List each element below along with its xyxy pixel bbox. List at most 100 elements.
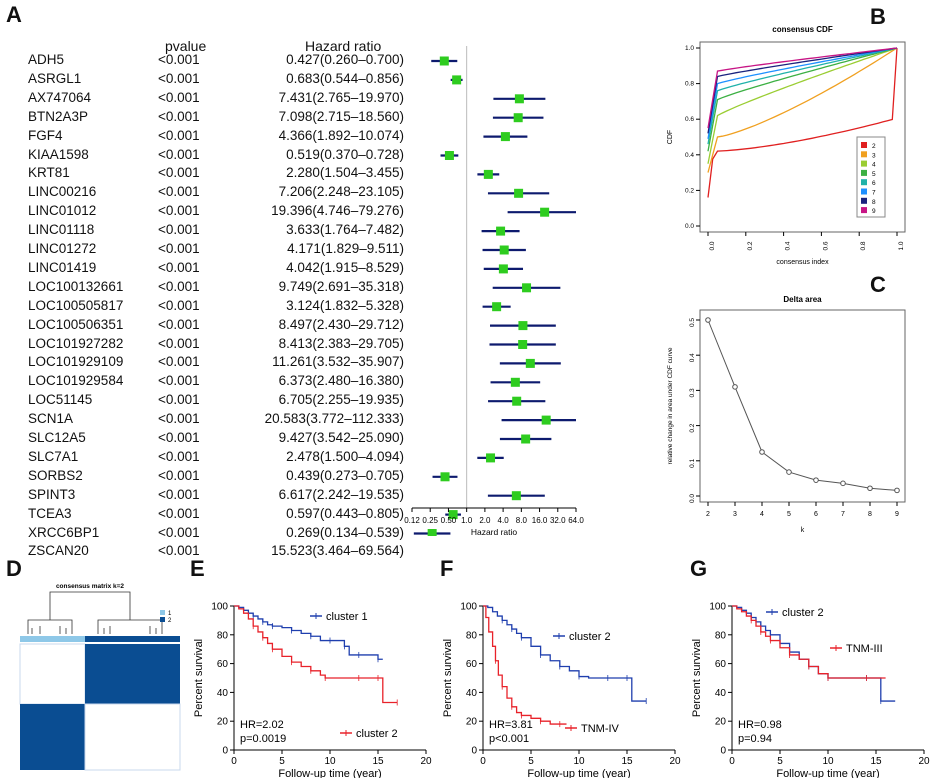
hazard-ratio-cell: 2.280(1.504–3.455): [286, 165, 404, 181]
hr-point: [522, 283, 532, 293]
x-tick-label: 15: [372, 756, 384, 767]
legend-box: [856, 136, 886, 218]
cdf-line: [707, 47, 898, 139]
y-tick-label: 0.4: [685, 152, 694, 159]
y-tick-label: 100: [460, 602, 477, 613]
x-tick-label: 0.2: [747, 241, 754, 250]
gene-label: LINC01419: [28, 259, 97, 275]
x-tick-label: 0.25: [422, 516, 438, 525]
y-tick-label: 40: [217, 688, 229, 699]
hazard-ratio-cell: 4.171(1.829–9.511): [287, 241, 404, 256]
gene-label: KIAA1598: [28, 146, 89, 162]
panel-label-c: C: [870, 272, 886, 297]
pvalue-cell: <0.001: [158, 316, 200, 332]
cdf-line: [707, 47, 898, 134]
pvalue-cell: <0.001: [158, 259, 200, 275]
gene-label: SORBS2: [28, 467, 83, 483]
x-axis-label: consensus index: [776, 259, 829, 266]
y-axis-label: Percent survival: [691, 639, 703, 717]
hr-point: [514, 94, 524, 104]
y-tick-label: 0.8: [685, 81, 694, 88]
matrix-block: [84, 703, 181, 771]
x-axis-label: Follow-up time (year): [776, 768, 879, 778]
x-axis-label: k: [801, 527, 805, 534]
legend-label: 5: [872, 171, 876, 178]
x-tick-label: 15: [870, 756, 882, 767]
pvalue-cell: <0.001: [158, 241, 200, 256]
pvalue-cell: <0.001: [158, 373, 200, 389]
legend-swatch: [861, 179, 867, 186]
legend-swatch: [861, 151, 867, 158]
delta-point: [705, 317, 711, 323]
km-plot-g: 0 5 10 15 20 0 20 40 60 80 100 Follow-up time (year…: [691, 602, 930, 778]
pvalue-cell: <0.001: [158, 70, 200, 86]
delta-title: Delta area: [783, 295, 822, 304]
pvalue-cell: <0.001: [158, 146, 200, 162]
pvalue-header: pvalue: [165, 38, 207, 54]
hr-point: [492, 302, 502, 312]
survival-curve: [234, 605, 383, 660]
x-tick-label: 8.0: [516, 516, 528, 525]
hazard-ratio-cell: 0.427(0.260–0.700): [286, 52, 404, 67]
x-tick-label: 1.0: [898, 241, 905, 250]
hr-point: [498, 264, 508, 274]
y-tick-label: 20: [466, 717, 478, 728]
legend-swatch: [160, 610, 165, 615]
x-axis-label: Follow-up time (year): [278, 768, 381, 778]
y-tick-label: 0: [222, 746, 228, 757]
hr-point: [541, 415, 551, 425]
hr-point: [427, 529, 437, 536]
matrix-block: [20, 704, 85, 770]
x-tick-label: 32.0: [550, 516, 566, 525]
delta-point: [732, 384, 738, 390]
x-tick-label: 0: [729, 756, 735, 767]
x-tick-label: 9: [895, 511, 899, 518]
y-tick-label: 0.3: [689, 388, 696, 397]
hr-point: [540, 207, 550, 217]
pvalue-cell: <0.001: [158, 486, 200, 502]
y-tick-label: 0: [720, 746, 726, 757]
hazard-ratio-cell: 2.478(1.500–4.094): [286, 448, 404, 464]
y-tick-label: 100: [211, 602, 228, 613]
legend-label: cluster 1: [326, 611, 368, 623]
x-tick-label: 1.0: [461, 516, 473, 525]
hr-point: [521, 434, 531, 444]
x-tick-label: 3: [733, 511, 737, 518]
hr-text: HR=2.02: [240, 719, 284, 731]
delta-point: [786, 469, 792, 475]
pvalue-cell: <0.001: [158, 543, 200, 559]
y-tick-label: 0.0: [685, 223, 694, 230]
hr-point: [448, 510, 458, 520]
survival-curve: [483, 605, 567, 725]
gene-label: ASRGL1: [28, 70, 82, 86]
hazard-ratio-cell: 6.373(2.480–16.380): [278, 373, 404, 389]
legend-swatch: [861, 207, 867, 214]
hazard-ratio-cell: 9.749(2.691–35.318): [278, 278, 404, 294]
consensus-matrix-heatmap: consensus matrix k=2 12: [19, 583, 181, 771]
gene-label: LINC01118: [28, 222, 95, 238]
km-plot-e: 0 5 10 15 20 0 20 40 60 80 100 Follow-up time (year…: [193, 602, 432, 778]
x-axis-label: Hazard ratio: [471, 527, 518, 536]
x-tick-label: 0.8: [860, 241, 867, 250]
pvalue-cell: <0.001: [158, 505, 200, 521]
hr-point: [518, 340, 528, 349]
x-tick-label: 15: [621, 756, 633, 767]
x-tick-label: 10: [573, 756, 585, 767]
delta-point: [759, 449, 765, 455]
dendrogram: [27, 591, 163, 634]
hazard-ratio-cell: 0.519(0.370–0.728): [286, 146, 404, 162]
hazard-ratio-cell: 6.617(2.242–19.535): [278, 486, 404, 502]
forest-plot: 0.12 0.25 0.50 1.0 2.0 4.0 8.0 16.0 32.0 64.0 Haza…: [404, 46, 584, 536]
x-tick-label: 20: [669, 756, 681, 767]
gene-label: SLC12A5: [28, 430, 86, 445]
gene-label: FGF4: [28, 127, 63, 143]
km-plot-f: 0 5 10 15 20 0 20 40 60 80 100 Follow-up time (year…: [442, 602, 681, 778]
cdf-line: [707, 47, 898, 145]
pvalue-cell: <0.001: [158, 127, 200, 143]
panel-label-b: B: [870, 4, 886, 29]
gene-label: XRCC6BP1: [28, 524, 100, 540]
hr-point: [500, 132, 510, 142]
pvalue-cell: <0.001: [158, 297, 200, 313]
pvalue-cell: <0.001: [158, 467, 200, 483]
heatmap-title: consensus matrix k=2: [56, 583, 124, 590]
